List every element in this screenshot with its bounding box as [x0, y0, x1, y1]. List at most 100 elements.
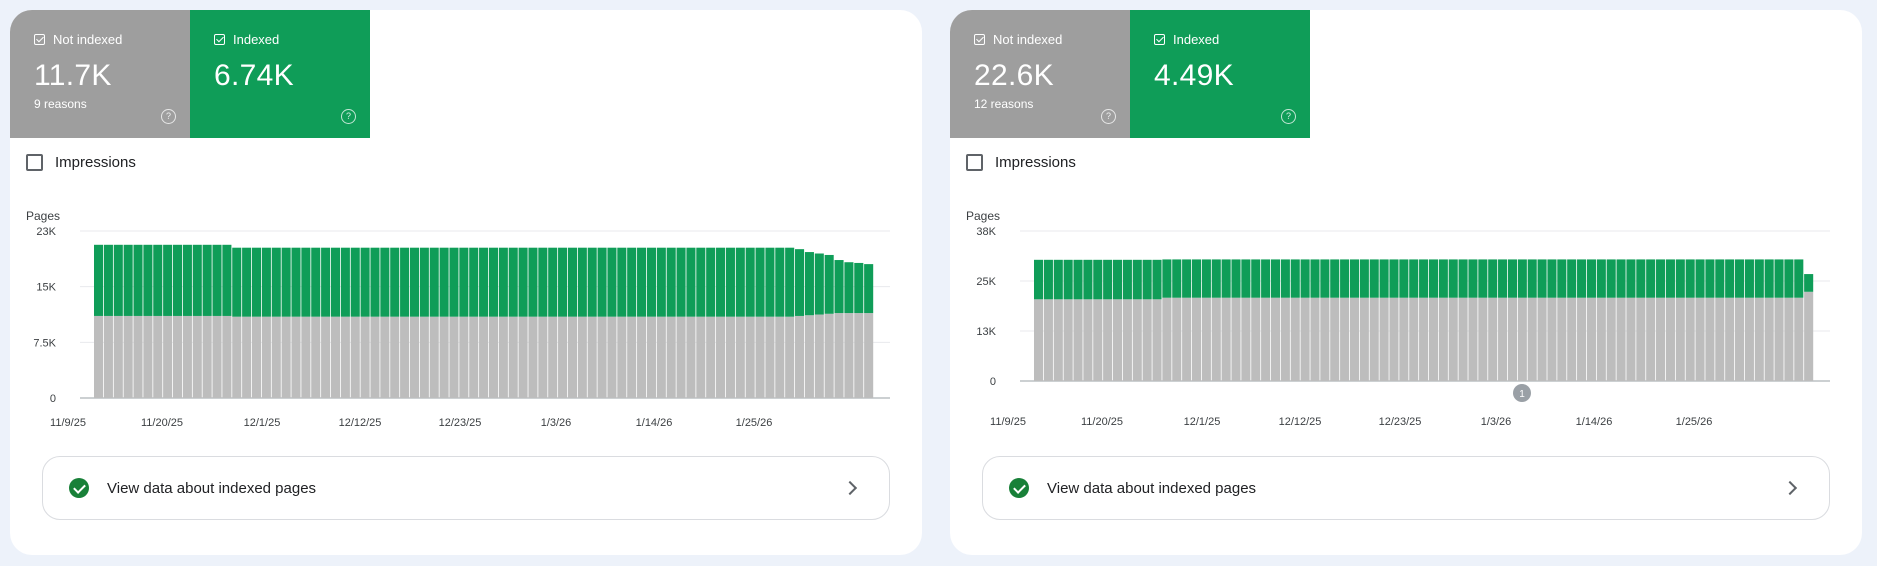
bar-indexed — [1596, 259, 1606, 298]
bar-indexed — [1132, 259, 1142, 300]
bar-indexed — [1517, 259, 1527, 298]
bar-not-indexed — [558, 316, 568, 398]
bar-indexed — [824, 254, 834, 314]
bar-not-indexed — [1349, 297, 1360, 381]
bar-indexed — [1626, 259, 1636, 298]
bar-indexed — [1201, 259, 1211, 298]
help-icon[interactable]: ? — [1281, 109, 1296, 124]
checkbox-checked-icon[interactable] — [974, 34, 985, 45]
annotation-marker — [1513, 384, 1531, 402]
bar-indexed — [163, 244, 173, 316]
bar-not-indexed — [498, 316, 508, 398]
bar-not-indexed — [113, 315, 123, 398]
view-indexed-pages-link[interactable]: View data about indexed pages — [982, 456, 1830, 520]
bar-indexed — [795, 249, 805, 316]
bar-indexed — [1320, 259, 1330, 298]
bar-not-indexed — [1290, 297, 1300, 381]
checkbox-empty-icon[interactable] — [26, 154, 43, 171]
bar-not-indexed — [291, 316, 301, 398]
bar-not-indexed — [1646, 297, 1656, 381]
bar-indexed — [350, 247, 360, 317]
bar-indexed — [745, 247, 755, 317]
not-indexed-label: Not indexed — [53, 32, 123, 47]
bar-not-indexed — [1320, 297, 1330, 381]
bar-indexed — [1458, 259, 1468, 298]
bar-not-indexed — [538, 316, 548, 398]
indexed-label: Indexed — [233, 32, 280, 47]
bar-indexed — [1498, 259, 1508, 298]
bar-not-indexed — [1369, 297, 1379, 381]
view-indexed-pages-link[interactable]: View data about indexed pages — [42, 456, 890, 520]
bar-indexed — [419, 247, 429, 317]
bar-not-indexed — [864, 313, 874, 398]
bar-indexed — [1438, 259, 1448, 298]
impressions-toggle[interactable]: Impressions — [966, 154, 1076, 171]
checkbox-empty-icon[interactable] — [966, 154, 983, 171]
view-indexed-pages-label: View data about indexed pages — [107, 479, 317, 497]
bar-indexed — [143, 244, 153, 316]
bar-not-indexed — [528, 316, 538, 398]
bar-indexed — [291, 247, 301, 317]
bar-indexed — [1191, 259, 1202, 298]
bar-indexed — [617, 247, 627, 317]
help-icon[interactable]: ? — [1101, 109, 1116, 124]
bar-indexed — [1606, 259, 1616, 298]
x-tick-label: 11/20/25 — [1081, 416, 1123, 428]
indexed-tile[interactable]: Indexed 4.49K ? — [1130, 10, 1310, 138]
bar-indexed — [1300, 259, 1310, 298]
not-indexed-tile[interactable]: Not indexed 11.7K 9 reasons ? — [10, 10, 190, 138]
bar-indexed — [666, 247, 676, 317]
bar-not-indexed — [1478, 297, 1488, 381]
bar-indexed — [508, 247, 518, 317]
bar-indexed — [1567, 259, 1577, 298]
bar-not-indexed — [1636, 297, 1646, 381]
bar-not-indexed — [350, 316, 360, 398]
bar-indexed — [1685, 259, 1695, 298]
bar-indexed — [1754, 259, 1764, 298]
bar-not-indexed — [1389, 297, 1399, 381]
bar-indexed — [1083, 259, 1093, 300]
check-circle-icon — [1009, 478, 1029, 498]
bar-not-indexed — [1428, 297, 1439, 381]
y-axis-title: Pages — [966, 209, 1000, 223]
bar-indexed — [1142, 259, 1152, 300]
checkbox-checked-icon[interactable] — [214, 34, 225, 45]
bar-not-indexed — [459, 316, 469, 398]
help-icon[interactable]: ? — [161, 109, 176, 124]
bar-not-indexed — [1261, 297, 1271, 381]
bar-indexed — [1577, 259, 1587, 298]
bar-not-indexed — [1063, 299, 1073, 381]
impressions-toggle[interactable]: Impressions — [26, 154, 136, 171]
bar-indexed — [330, 247, 341, 317]
checkbox-checked-icon[interactable] — [1154, 34, 1165, 45]
y-tick-label: 13K — [976, 326, 996, 338]
bar-not-indexed — [251, 316, 262, 398]
help-icon[interactable]: ? — [341, 109, 356, 124]
x-tick-label: 1/25/26 — [1676, 416, 1713, 428]
bar-not-indexed — [1340, 297, 1350, 381]
not-indexed-tile[interactable]: Not indexed 22.6K 12 reasons ? — [950, 10, 1130, 138]
bar-indexed — [1774, 259, 1784, 298]
bar-not-indexed — [370, 316, 380, 398]
bar-indexed — [360, 247, 370, 317]
x-tick-label: 1/3/26 — [1481, 416, 1512, 428]
indexed-tile[interactable]: Indexed 6.74K ? — [190, 10, 370, 138]
checkbox-checked-icon[interactable] — [34, 34, 45, 45]
x-tick-label: 12/23/25 — [439, 417, 482, 429]
bar-indexed — [321, 247, 331, 317]
bar-indexed — [1122, 259, 1132, 300]
bar-indexed — [1725, 259, 1735, 298]
bar-not-indexed — [785, 316, 795, 398]
bar-indexed — [1715, 259, 1725, 298]
bar-indexed — [1112, 259, 1123, 300]
bar-indexed — [1340, 259, 1350, 298]
bar-indexed — [1665, 259, 1675, 298]
bar-indexed — [1270, 259, 1281, 298]
bar-indexed — [1557, 259, 1567, 298]
bar-not-indexed — [1705, 297, 1715, 381]
bar-not-indexed — [795, 315, 805, 398]
bar-indexed — [182, 244, 192, 316]
bar-not-indexed — [1458, 297, 1468, 381]
bar-not-indexed — [409, 316, 420, 398]
bar-indexed — [202, 244, 212, 316]
